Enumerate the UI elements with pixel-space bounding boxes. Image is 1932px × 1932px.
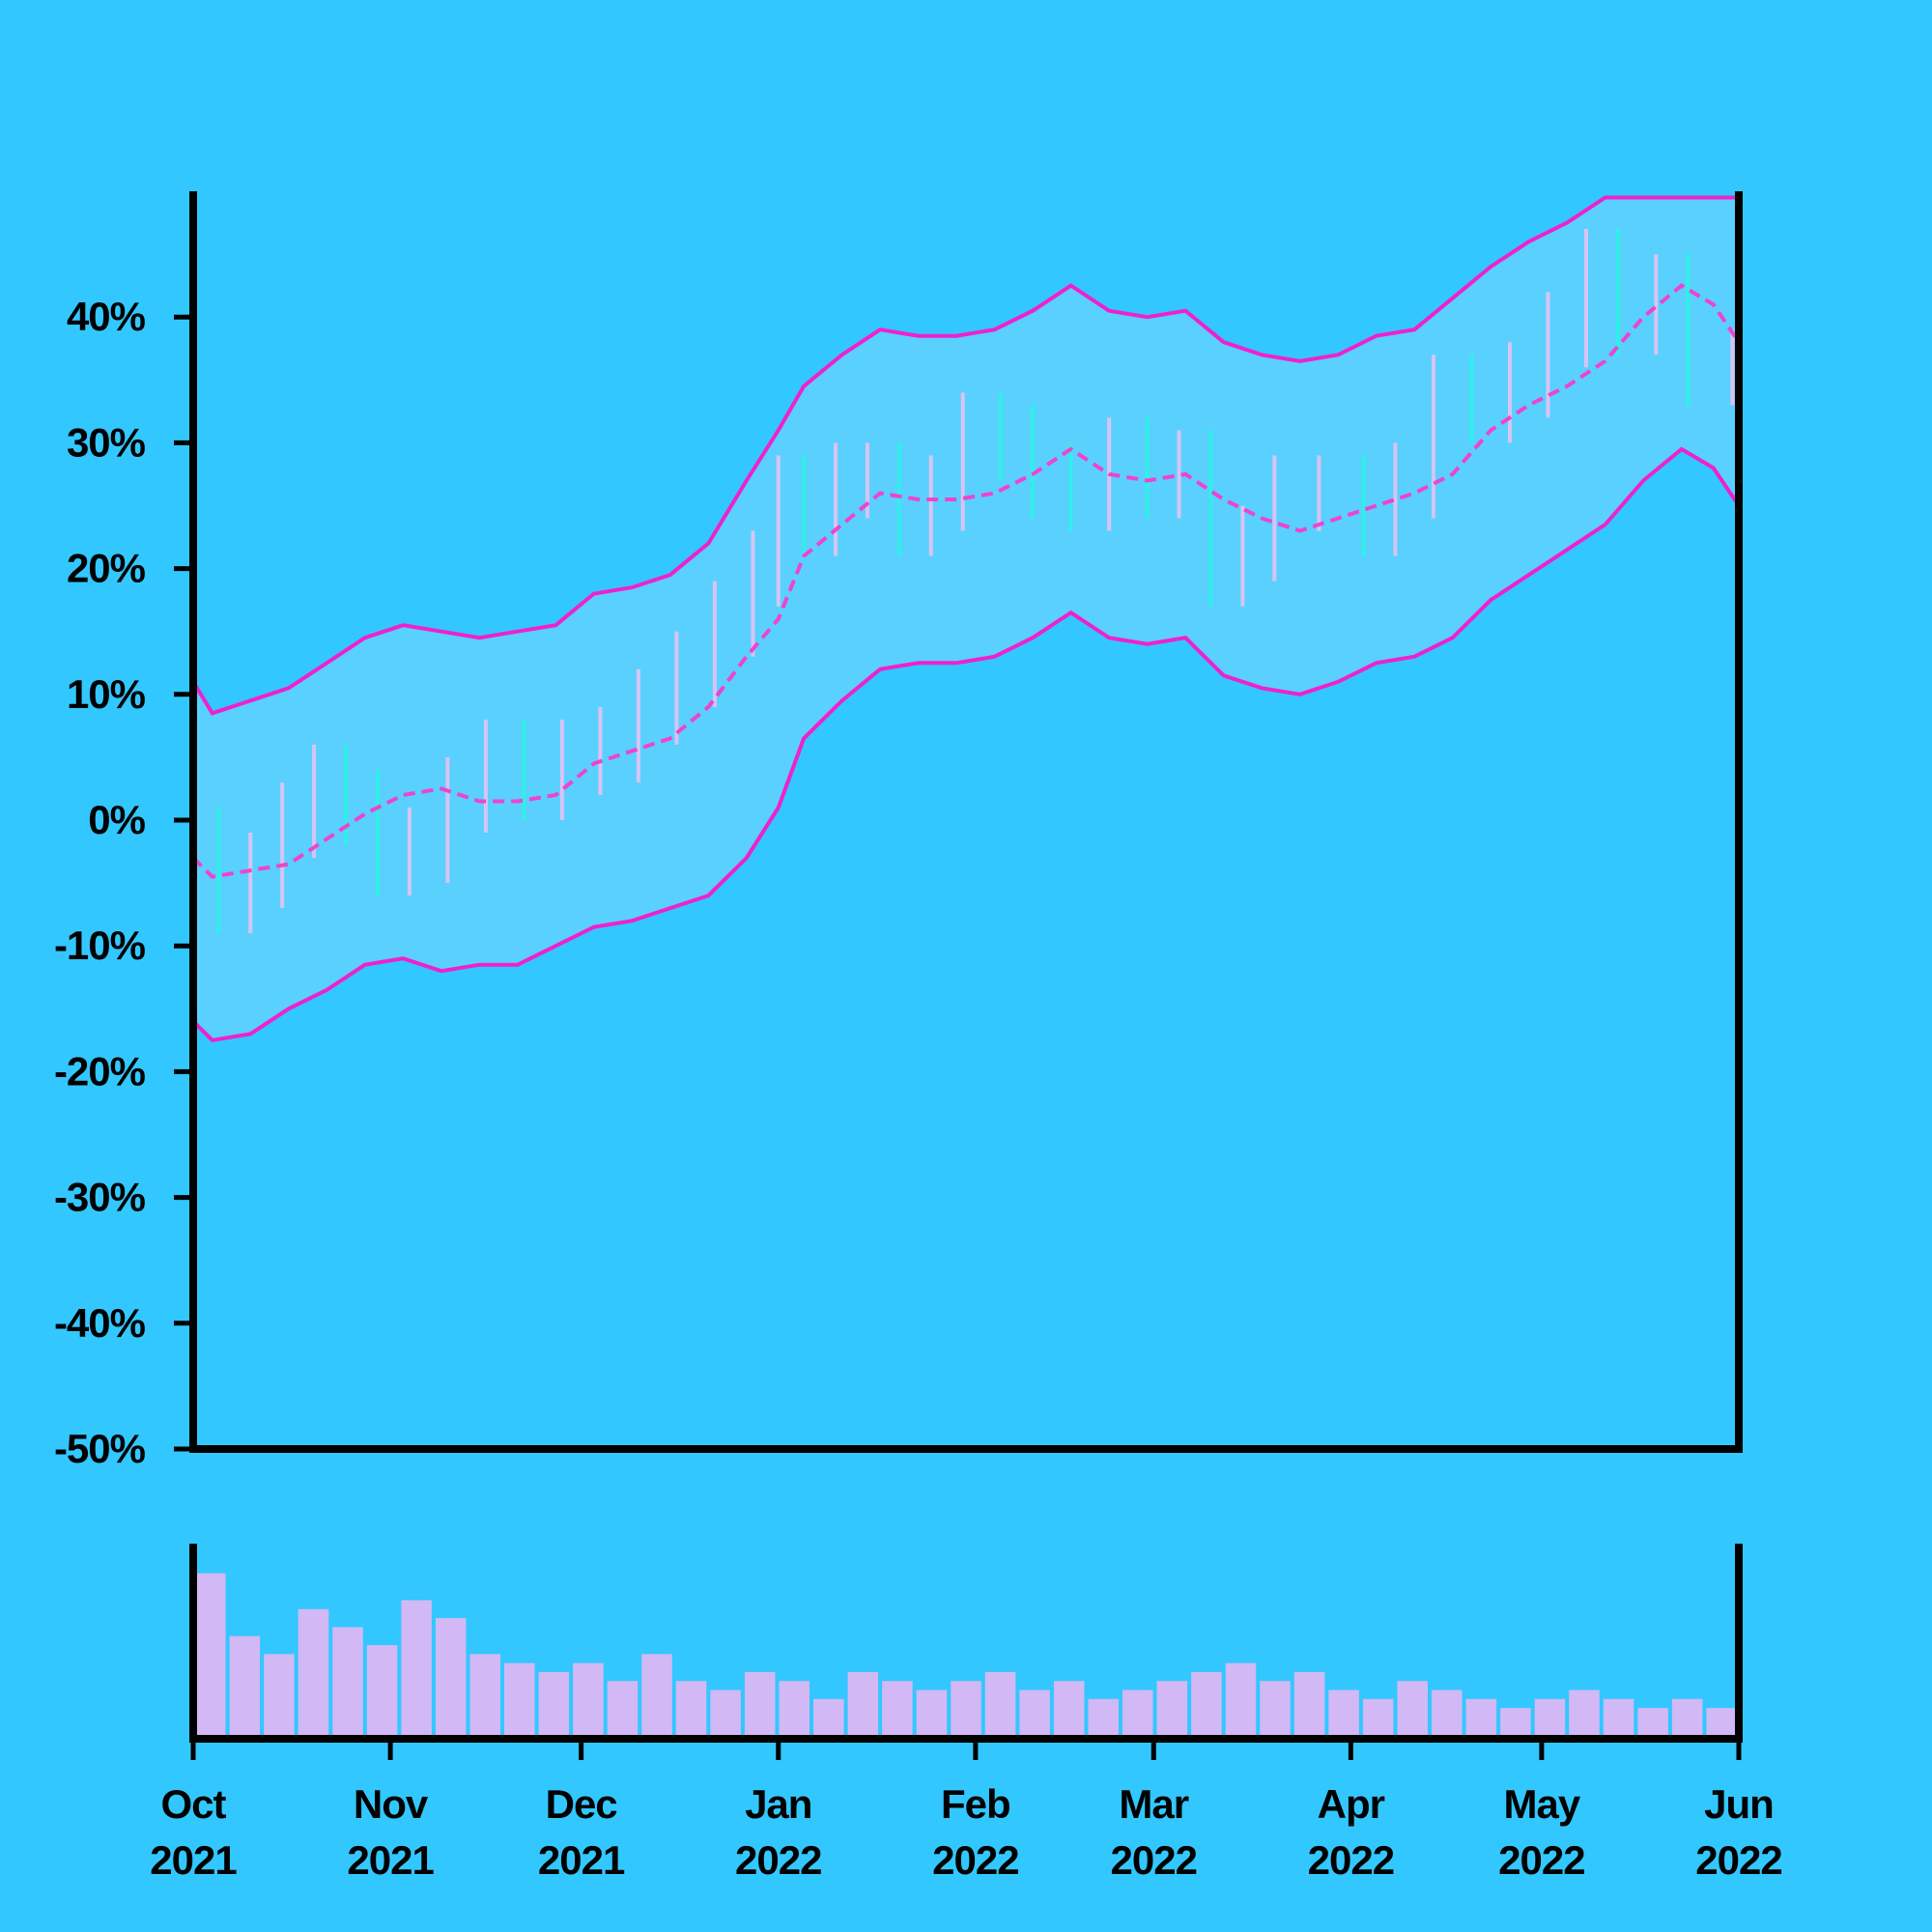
volume-bar [1569, 1690, 1600, 1735]
volume-bar [332, 1627, 363, 1735]
x-tick-month-label: Mar [1119, 1781, 1188, 1827]
volume-bar [1225, 1662, 1257, 1735]
volume-bar [264, 1654, 295, 1735]
x-tick-year-label: 2022 [1111, 1837, 1197, 1883]
x-tick-month-label: May [1504, 1781, 1581, 1827]
x-tick-year-label: 2022 [1498, 1837, 1584, 1883]
y-axis-ticks: 40% 30% 20% 10% 0% -10% -20% -30% -40% -50% [54, 294, 193, 1471]
volume-bar [1637, 1708, 1668, 1735]
volume-bar [1397, 1681, 1428, 1735]
y-tick-label: -50% [54, 1426, 146, 1471]
x-tick-month-label: Dec [546, 1781, 618, 1827]
volume-bar [641, 1654, 672, 1735]
y-tick-label: 20% [67, 546, 146, 591]
volume-bar [538, 1671, 570, 1735]
volume-bar [984, 1671, 1016, 1735]
x-tick-year-label: 2021 [347, 1837, 434, 1883]
volume-bar [1500, 1708, 1531, 1735]
volume-bar [1603, 1698, 1634, 1735]
x-tick-year-label: 2022 [1308, 1837, 1394, 1883]
y-tick-label: -30% [54, 1175, 146, 1220]
volume-bar [229, 1635, 261, 1735]
lower-band-line [191, 446, 1741, 1042]
ohlc-bars [191, 229, 1735, 934]
x-tick-month-label: Nov [354, 1781, 429, 1827]
volume-bar [675, 1681, 707, 1735]
x-tick-year-label: 2021 [150, 1837, 237, 1883]
y-tick-label: -20% [54, 1048, 146, 1094]
volume-bar [435, 1618, 467, 1735]
volume-bar [882, 1681, 913, 1735]
volume-bar [1671, 1698, 1703, 1735]
y-tick-label: 30% [67, 419, 146, 465]
x-axis-ticks: Oct 2021 Nov 2021 Dec 2021 Jan 2022 Feb 2022 Mar 20… [150, 1739, 1783, 1883]
y-tick-label: 40% [67, 294, 146, 339]
volume-bar [298, 1608, 329, 1735]
volume-bar [1156, 1681, 1188, 1735]
x-tick-year-label: 2022 [1695, 1837, 1781, 1883]
x-tick-year-label: 2021 [538, 1837, 625, 1883]
volume-bar [573, 1662, 604, 1735]
x-tick-month-label: Jun [1704, 1781, 1774, 1827]
volume-bar [1534, 1698, 1566, 1735]
y-tick-label: 10% [67, 671, 146, 717]
volume-bar [1362, 1698, 1394, 1735]
volume-bar [1293, 1671, 1325, 1735]
volume-bar [916, 1690, 948, 1735]
volume-panel [189, 1544, 1743, 1743]
volume-bar [951, 1681, 981, 1735]
volume-bar [504, 1662, 535, 1735]
volume-bar [1053, 1681, 1085, 1735]
x-tick-year-label: 2022 [735, 1837, 821, 1883]
volume-bar [1088, 1698, 1119, 1735]
volume-bar [366, 1645, 398, 1735]
y-tick-label: -40% [54, 1300, 146, 1346]
volume-bar [744, 1671, 776, 1735]
volume-bar [1019, 1690, 1050, 1735]
volume-bar [1260, 1681, 1291, 1735]
volume-bar [401, 1600, 432, 1735]
volume-bar [1328, 1690, 1359, 1735]
volume-bar [1191, 1671, 1222, 1735]
x-tick-month-label: Feb [941, 1781, 1010, 1827]
price-panel: 40% 30% 20% 10% 0% -10% -20% -30% -40% -50% [54, 191, 1743, 1471]
volume-bar [607, 1681, 639, 1735]
volume-bar [847, 1671, 879, 1735]
volume-bar [1122, 1690, 1153, 1735]
volume-bar [1465, 1698, 1497, 1735]
x-tick-month-label: Apr [1318, 1781, 1385, 1827]
volume-bar [1432, 1690, 1463, 1735]
volume-bar [710, 1690, 741, 1735]
y-tick-label: 0% [88, 797, 145, 842]
volume-bar [469, 1654, 500, 1735]
x-tick-month-label: Oct [160, 1781, 226, 1827]
x-tick-month-label: Jan [745, 1781, 811, 1827]
volume-bars [195, 1573, 1737, 1735]
volume-bar [1706, 1708, 1737, 1735]
volume-bar [195, 1573, 226, 1735]
y-tick-label: -10% [54, 923, 146, 968]
upper-band-line [191, 195, 1739, 716]
x-tick-year-label: 2022 [932, 1837, 1018, 1883]
moving-average-line [191, 283, 1741, 879]
volume-bar [813, 1698, 844, 1735]
band-fill-area [193, 197, 1739, 1040]
volume-bar [779, 1681, 810, 1735]
